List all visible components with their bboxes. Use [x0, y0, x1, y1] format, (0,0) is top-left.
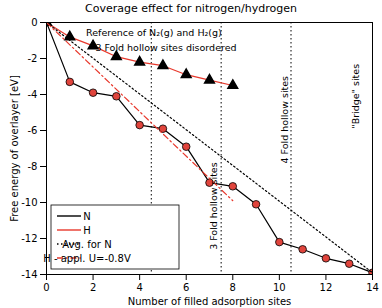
svg-text:-12: -12	[21, 233, 37, 244]
svg-text:N: N	[83, 211, 90, 222]
svg-text:H - appl. U=-0.8V: H - appl. U=-0.8V	[43, 253, 131, 264]
svg-text:8: 8	[230, 282, 236, 293]
svg-text:-6: -6	[28, 125, 38, 136]
svg-text:Reference of N₂(g) and H₂(g): Reference of N₂(g) and H₂(g)	[86, 27, 222, 38]
svg-text:-2: -2	[28, 53, 38, 64]
svg-text:Avg. for N: Avg. for N	[62, 239, 111, 250]
svg-text:2: 2	[90, 282, 96, 293]
svg-text:12: 12	[320, 282, 333, 293]
svg-text:6: 6	[183, 282, 189, 293]
svg-text:4: 4	[136, 282, 142, 293]
svg-text:-10: -10	[21, 197, 37, 208]
svg-text:4 Fold hollow sites: 4 Fold hollow sites	[279, 76, 290, 164]
svg-text:-4: -4	[28, 89, 38, 100]
html-text:Coverage effect for nitrogen/h: Coverage effect for nitrogen/hydrogen	[85, 2, 297, 15]
svg-text:-8: -8	[28, 161, 38, 172]
svg-text:Number of filled adsorption si: Number of filled adsorption sites	[128, 296, 292, 307]
svg-text:"Bridge" sites: "Bridge" sites	[350, 64, 361, 129]
svg-text:0: 0	[31, 18, 37, 28]
svg-text:Free energy of overlayer [eV]: Free energy of overlayer [eV]	[9, 75, 20, 222]
svg-text:3 Fold hollow sites disordered: 3 Fold hollow sites disordered	[95, 42, 236, 53]
svg-text:3 Fold hollow sites: 3 Fold hollow sites	[208, 162, 219, 250]
svg-text:10: 10	[273, 282, 286, 293]
svg-text:H: H	[83, 225, 91, 236]
svg-text:-14: -14	[21, 269, 37, 280]
svg-text:14: 14	[366, 282, 379, 293]
svg-text:0: 0	[43, 282, 49, 293]
